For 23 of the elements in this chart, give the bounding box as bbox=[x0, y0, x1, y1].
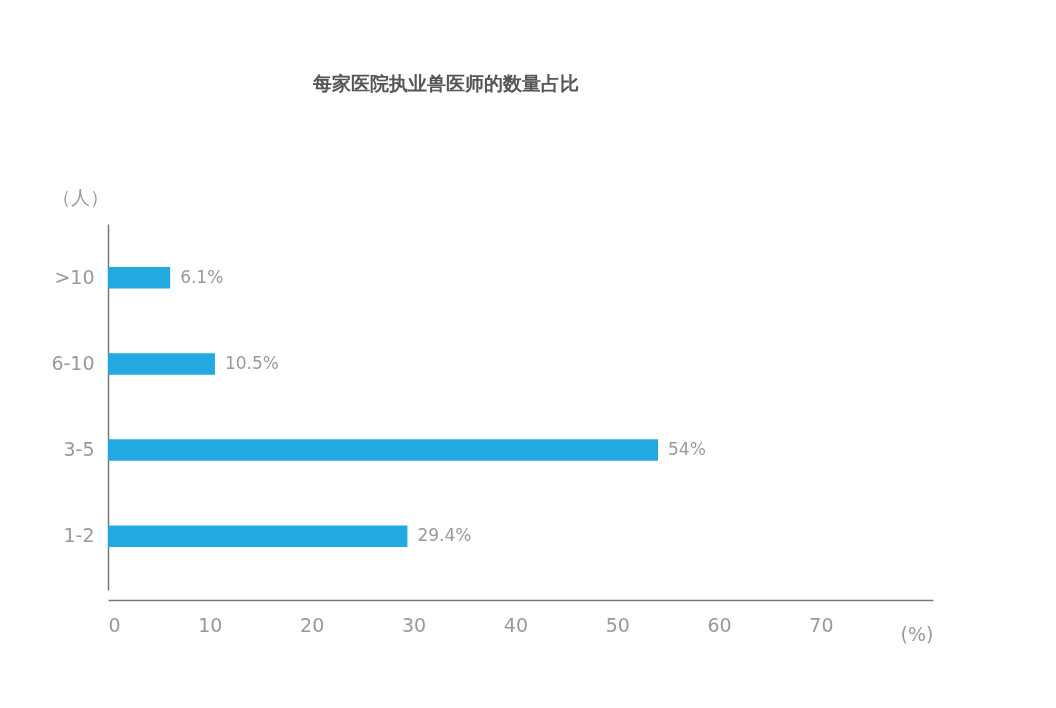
y-tick-label: 6-10 bbox=[51, 351, 95, 374]
chart-title: 每家医院执业兽医师的数量占比 bbox=[311, 72, 579, 94]
x-axis-title: (%) bbox=[900, 622, 934, 645]
y-tick-label: 1-2 bbox=[63, 524, 95, 547]
x-tick-label: 30 bbox=[401, 613, 427, 636]
data-label: 6.1% bbox=[180, 266, 224, 287]
bar bbox=[108, 525, 408, 547]
x-tick-label: 60 bbox=[707, 613, 732, 636]
bar bbox=[108, 267, 171, 289]
data-label: 54% bbox=[668, 439, 706, 460]
y-axis-title: （人） bbox=[52, 185, 109, 208]
data-label: 29.4% bbox=[417, 525, 472, 546]
bar bbox=[108, 439, 658, 461]
x-tick-label: 20 bbox=[300, 613, 325, 636]
x-tick-label: 50 bbox=[605, 613, 630, 636]
x-tick-label: 40 bbox=[503, 613, 528, 636]
y-tick-label: >10 bbox=[54, 265, 95, 288]
x-tick-label: 0 bbox=[108, 613, 121, 636]
data-label: 10.5% bbox=[224, 352, 279, 373]
x-tick-label: 10 bbox=[198, 613, 223, 636]
x-tick-label: 70 bbox=[809, 613, 834, 636]
bar bbox=[108, 353, 215, 375]
y-tick-label: 3-5 bbox=[63, 438, 95, 461]
